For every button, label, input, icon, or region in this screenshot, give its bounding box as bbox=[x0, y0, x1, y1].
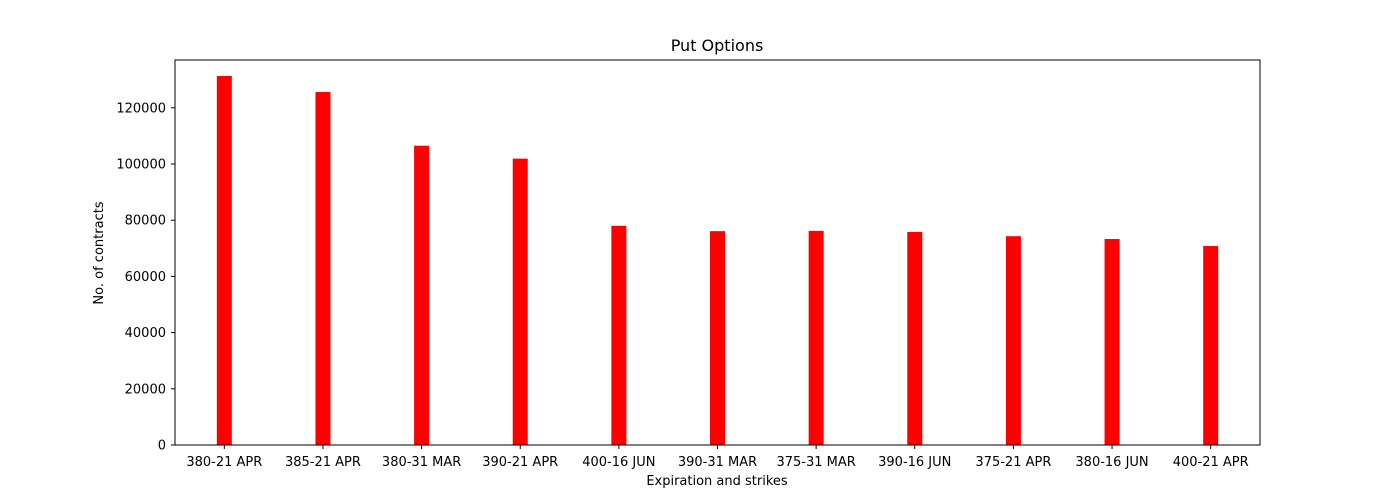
y-tick-label: 0 bbox=[158, 439, 166, 454]
x-tick-label: 385-21 APR bbox=[285, 455, 361, 470]
y-tick-label: 20000 bbox=[125, 382, 166, 397]
y-tick-label: 100000 bbox=[116, 157, 166, 172]
x-tick-label: 390-16 JUN bbox=[878, 455, 951, 470]
y-tick-label: 120000 bbox=[116, 101, 166, 116]
x-axis-title: Expiration and strikes bbox=[646, 474, 788, 489]
x-tick-label: 390-21 APR bbox=[482, 455, 558, 470]
y-axis-title: No. of contracts bbox=[92, 201, 107, 304]
bar-385-21-apr bbox=[315, 92, 331, 445]
x-tick-label: 400-16 JUN bbox=[582, 455, 655, 470]
bar-380-16-jun bbox=[1104, 239, 1120, 445]
bar-390-21-apr bbox=[512, 158, 528, 445]
bar-375-31-mar bbox=[808, 230, 824, 445]
y-tick-label: 80000 bbox=[125, 214, 166, 229]
y-tick-label: 60000 bbox=[125, 270, 166, 285]
y-tick-label: 40000 bbox=[125, 326, 166, 341]
x-tick-label: 390-31 MAR bbox=[678, 455, 757, 470]
bar-380-31-mar bbox=[414, 145, 430, 445]
x-tick-label: 375-31 MAR bbox=[776, 455, 855, 470]
bar-400-21-apr bbox=[1203, 246, 1219, 445]
bar-400-16-jun bbox=[611, 225, 627, 445]
x-tick-label: 380-31 MAR bbox=[382, 455, 461, 470]
bar-390-31-mar bbox=[710, 231, 725, 445]
x-tick-label: 375-21 APR bbox=[975, 455, 1051, 470]
bar-390-16-jun bbox=[907, 231, 923, 445]
bar-380-21-apr bbox=[216, 76, 232, 446]
x-tick-label: 400-21 APR bbox=[1173, 455, 1249, 470]
plot-area: 380-21 APR 385-21 APR 380-31 MAR 390-21 APR… bbox=[116, 59, 1261, 470]
x-tick-label: 380-21 APR bbox=[186, 455, 262, 470]
chart-title: Put Options bbox=[671, 36, 764, 55]
bar-375-21-apr bbox=[1005, 236, 1021, 445]
x-tick-label: 380-16 JUN bbox=[1075, 455, 1148, 470]
